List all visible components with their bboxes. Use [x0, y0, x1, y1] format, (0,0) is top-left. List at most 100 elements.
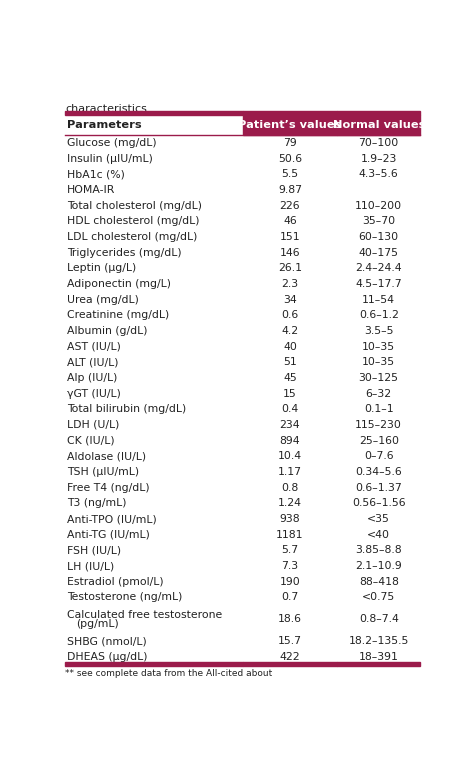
Text: 0.6: 0.6 — [282, 310, 299, 320]
Text: LDH (U/L): LDH (U/L) — [67, 420, 119, 430]
Text: 60–130: 60–130 — [359, 232, 399, 242]
Text: 4.3–5.6: 4.3–5.6 — [359, 169, 399, 179]
Text: 0.1–1: 0.1–1 — [364, 404, 393, 414]
Text: T3 (ng/mL): T3 (ng/mL) — [67, 499, 127, 509]
Text: Urea (mg/dL): Urea (mg/dL) — [67, 295, 139, 305]
Bar — [243, 663, 337, 666]
Text: 26.1: 26.1 — [278, 264, 302, 273]
Text: Creatinine (mg/dL): Creatinine (mg/dL) — [67, 310, 169, 320]
Text: 51: 51 — [283, 357, 297, 368]
Text: 1.17: 1.17 — [278, 467, 302, 477]
Text: 0.8–7.4: 0.8–7.4 — [359, 614, 399, 624]
Text: 0–7.6: 0–7.6 — [364, 451, 393, 461]
Text: 4.2: 4.2 — [282, 326, 299, 336]
Text: 0.6–1.2: 0.6–1.2 — [359, 310, 399, 320]
Text: 110–200: 110–200 — [355, 201, 402, 211]
Text: 15.7: 15.7 — [278, 637, 302, 647]
Text: Leptin (μg/L): Leptin (μg/L) — [67, 264, 136, 273]
Text: ** see complete data from the All-cited about: ** see complete data from the All-cited … — [65, 669, 273, 678]
Text: 1181: 1181 — [276, 530, 304, 540]
Text: Calculated free testosterone: Calculated free testosterone — [67, 610, 222, 620]
Text: ALT (IU/L): ALT (IU/L) — [67, 357, 118, 368]
Text: characteristics.: characteristics. — [65, 104, 151, 114]
Text: 70–100: 70–100 — [358, 138, 399, 148]
Text: Triglycerides (mg/dL): Triglycerides (mg/dL) — [67, 247, 182, 257]
Text: Total bilirubin (mg/dL): Total bilirubin (mg/dL) — [67, 404, 186, 414]
Text: TSH (μIU/mL): TSH (μIU/mL) — [67, 467, 139, 477]
Text: 146: 146 — [280, 247, 300, 257]
Text: 2.4–24.4: 2.4–24.4 — [356, 264, 402, 273]
Text: 0.56–1.56: 0.56–1.56 — [352, 499, 405, 509]
Text: HDL cholesterol (mg/dL): HDL cholesterol (mg/dL) — [67, 216, 200, 226]
Text: Glucose (mg/dL): Glucose (mg/dL) — [67, 138, 156, 148]
Text: Testosterone (ng/mL): Testosterone (ng/mL) — [67, 592, 182, 602]
Text: 88–418: 88–418 — [359, 577, 399, 587]
Text: 40–175: 40–175 — [359, 247, 399, 257]
Text: AST (IU/L): AST (IU/L) — [67, 342, 121, 352]
Text: 5.7: 5.7 — [282, 545, 299, 555]
Text: Aldolase (IU/L): Aldolase (IU/L) — [67, 451, 146, 461]
Text: Anti-TG (IU/mL): Anti-TG (IU/mL) — [67, 530, 150, 540]
Text: 0.7: 0.7 — [282, 592, 299, 602]
Text: γGT (IU/L): γGT (IU/L) — [67, 388, 121, 398]
Text: 422: 422 — [280, 652, 300, 662]
Text: CK (IU/L): CK (IU/L) — [67, 436, 115, 446]
Text: 1.24: 1.24 — [278, 499, 302, 509]
Text: 25–160: 25–160 — [359, 436, 399, 446]
Text: Estradiol (pmol/L): Estradiol (pmol/L) — [67, 577, 164, 587]
Text: Insulin (μIU/mL): Insulin (μIU/mL) — [67, 153, 153, 164]
Text: 11–54: 11–54 — [362, 295, 395, 305]
Text: 226: 226 — [280, 201, 300, 211]
Text: SHBG (nmol/L): SHBG (nmol/L) — [67, 637, 147, 647]
Text: Normal values: Normal values — [332, 120, 425, 130]
Text: 15: 15 — [283, 388, 297, 398]
Text: Parameters: Parameters — [67, 120, 142, 130]
Bar — [337, 663, 420, 666]
Text: HOMA-IR: HOMA-IR — [67, 185, 115, 195]
Text: 1.9–23: 1.9–23 — [361, 153, 397, 164]
Text: (pg/mL): (pg/mL) — [76, 619, 119, 629]
Text: 938: 938 — [280, 514, 300, 524]
Text: 79: 79 — [283, 138, 297, 148]
Text: 50.6: 50.6 — [278, 153, 302, 164]
Text: 46: 46 — [283, 216, 297, 226]
Text: 151: 151 — [280, 232, 300, 242]
Text: 7.3: 7.3 — [282, 561, 299, 571]
Text: 4.5–17.7: 4.5–17.7 — [356, 279, 402, 289]
Text: FSH (IU/L): FSH (IU/L) — [67, 545, 121, 555]
Text: 190: 190 — [280, 577, 301, 587]
Text: <0.75: <0.75 — [362, 592, 395, 602]
Text: 5.5: 5.5 — [282, 169, 299, 179]
Text: 0.4: 0.4 — [282, 404, 299, 414]
Text: 894: 894 — [280, 436, 300, 446]
Text: Alp (IU/L): Alp (IU/L) — [67, 373, 118, 383]
Text: 9.87: 9.87 — [278, 185, 302, 195]
Text: <40: <40 — [367, 530, 390, 540]
Text: 2.1–10.9: 2.1–10.9 — [356, 561, 402, 571]
Text: Free T4 (ng/dL): Free T4 (ng/dL) — [67, 483, 150, 493]
Text: DHEAS (μg/dL): DHEAS (μg/dL) — [67, 652, 147, 662]
Text: 10.4: 10.4 — [278, 451, 302, 461]
Text: 234: 234 — [280, 420, 300, 430]
Bar — [337, 111, 420, 115]
Text: 45: 45 — [283, 373, 297, 383]
Text: 40: 40 — [283, 342, 297, 352]
Text: <35: <35 — [367, 514, 390, 524]
Text: 34: 34 — [283, 295, 297, 305]
Text: 6–32: 6–32 — [365, 388, 392, 398]
Text: 30–125: 30–125 — [359, 373, 399, 383]
Text: 10–35: 10–35 — [362, 342, 395, 352]
Text: LDL cholesterol (mg/dL): LDL cholesterol (mg/dL) — [67, 232, 197, 242]
Text: 2.3: 2.3 — [282, 279, 299, 289]
Text: 115–230: 115–230 — [355, 420, 402, 430]
Bar — [243, 115, 337, 135]
Bar — [243, 111, 337, 115]
Text: LH (IU/L): LH (IU/L) — [67, 561, 114, 571]
Text: Patient’s values: Patient’s values — [238, 120, 342, 130]
Text: HbA1c (%): HbA1c (%) — [67, 169, 125, 179]
Text: 18.2–135.5: 18.2–135.5 — [348, 637, 409, 647]
Text: 18.6: 18.6 — [278, 614, 302, 624]
Text: 0.8: 0.8 — [282, 483, 299, 493]
Text: Total cholesterol (mg/dL): Total cholesterol (mg/dL) — [67, 201, 202, 211]
Bar — [65, 111, 243, 115]
